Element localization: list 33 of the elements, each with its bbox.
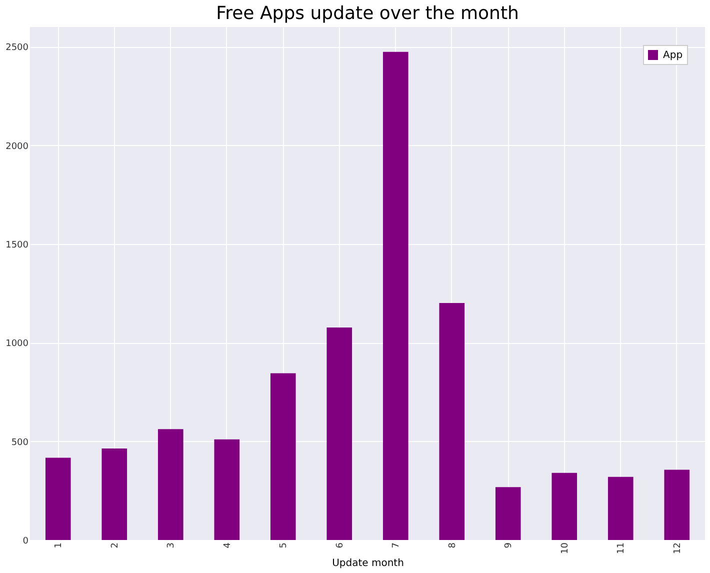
x-tick-label: 1 bbox=[54, 542, 64, 548]
bar bbox=[270, 373, 296, 540]
x-tick-label: 5 bbox=[279, 542, 290, 548]
bar bbox=[439, 303, 465, 540]
bar bbox=[608, 476, 634, 540]
x-tick-label: 6 bbox=[335, 542, 346, 548]
bar bbox=[382, 52, 408, 540]
y-tick-label: 500 bbox=[11, 438, 29, 448]
y-tick-label: 1000 bbox=[6, 339, 29, 350]
x-tick-label: 7 bbox=[392, 542, 402, 548]
x-tick-label: 8 bbox=[448, 542, 458, 548]
bar bbox=[664, 470, 690, 540]
x-tick-label: 3 bbox=[166, 542, 177, 548]
x-tick-label: 11 bbox=[616, 542, 627, 554]
y-tick-label: 0 bbox=[22, 536, 29, 546]
bar bbox=[326, 328, 352, 540]
bar bbox=[102, 448, 128, 540]
y-tick-label: 2000 bbox=[6, 142, 29, 152]
x-tick-label: 2 bbox=[110, 542, 120, 548]
bar bbox=[214, 439, 240, 540]
bar bbox=[552, 472, 578, 540]
x-tick-label: 9 bbox=[504, 542, 514, 548]
bar bbox=[495, 487, 521, 540]
y-tick-label: 1500 bbox=[6, 240, 29, 251]
x-axis-title: Update month bbox=[332, 558, 404, 569]
x-tick-label: 4 bbox=[222, 542, 233, 548]
chart-title: Free Apps update over the month bbox=[216, 3, 519, 24]
x-tick-label: 12 bbox=[672, 542, 683, 554]
y-tick-label: 2500 bbox=[6, 43, 29, 54]
x-tick-label: 10 bbox=[560, 542, 570, 554]
bar bbox=[158, 429, 184, 540]
legend-label: App bbox=[663, 50, 683, 61]
bar bbox=[45, 458, 71, 540]
